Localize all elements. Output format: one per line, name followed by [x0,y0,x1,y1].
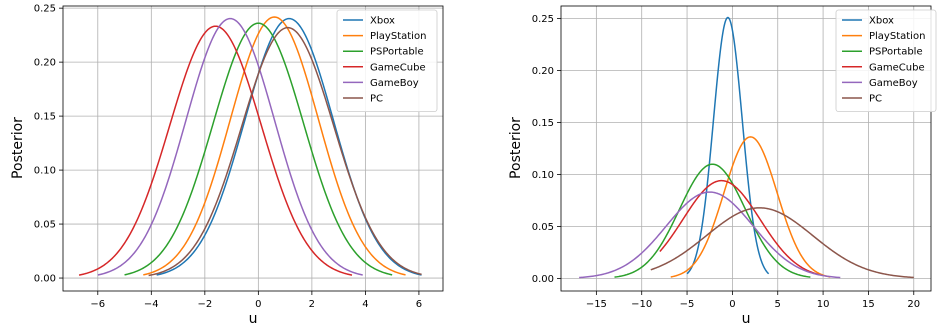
series-line-gamecube [78,25,353,276]
y-tick-label: 0.15 [34,112,56,123]
y-tick-label: 0.05 [532,222,554,233]
legend-label: Xbox [869,16,894,27]
x-tick-label: 15 [862,299,875,310]
x-tick-label: 5 [775,299,781,310]
legend-label: GameCube [370,62,426,73]
series-line-psportable [124,22,393,276]
series-line-gamecube [659,179,819,276]
y-tick-label: 0.10 [532,170,554,181]
y-tick-label: 0.00 [34,274,56,285]
x-tick-label: 4 [362,299,368,310]
series-line-pc [650,207,914,279]
legend-label: PlayStation [370,31,426,42]
x-tick-label: 2 [309,299,315,310]
x-axis-label: u [742,311,751,327]
x-tick-label: 6 [416,299,422,310]
y-axis-label: Posterior [10,117,26,179]
x-tick-label: −2 [197,299,212,310]
right-chart-panel: −15 −10 −5 0 5 10 15 20 0.00 0.05 0.10 0.15 0.20 0.25… [508,5,937,327]
y-tick-label: 0.15 [532,118,554,129]
x-tick-label: −5 [680,299,695,310]
y-tick-label: 0.00 [532,274,554,285]
y-tick-label: 0.25 [532,14,554,25]
x-tick-label: −4 [144,299,159,310]
legend-label: GameBoy [869,78,918,89]
legend: Xbox PlayStation PSPortable GameCube GameBoy… [835,9,937,112]
series-line-gameboy [97,17,363,276]
legend-label: GameCube [869,62,925,73]
axes-frame [62,5,444,292]
left-chart-panel: −6 −4 −2 0 2 4 6 0.00 0.05 0.10 0.15 0.20 0.25 u Poste… [10,4,444,327]
series-line-playstation [143,16,406,276]
x-tick-label: 0 [255,299,261,310]
y-tick-label: 0.20 [532,66,554,77]
legend-label: PC [370,94,383,105]
legend-label: Xbox [370,16,395,27]
x-tick-label: −10 [631,299,652,310]
series-line-xbox [156,17,422,276]
series-line-playstation [670,136,831,278]
series-line-gameboy [579,191,841,279]
series-line-psportable [614,163,811,278]
legend-label: GameBoy [370,78,419,89]
legend-label: PSPortable [869,47,923,58]
series-line-xbox [686,16,770,275]
y-tick-label: 0.25 [34,4,56,15]
series-line-pc [148,26,422,277]
legend-label: PSPortable [370,47,424,58]
legend-label: PlayStation [869,31,925,42]
y-tick-label: 0.20 [34,58,56,69]
x-axis-label: u [249,311,258,327]
y-tick-label: 0.10 [34,166,56,177]
legend-label: PC [869,94,882,105]
x-tick-label: 20 [907,299,920,310]
y-tick-label: 0.05 [34,220,56,231]
x-tick-label: −15 [586,299,607,310]
x-tick-label: 0 [729,299,735,310]
legend: Xbox PlayStation PSPortable GameCube GameBoy… [336,9,438,112]
axes-frame [560,5,932,292]
x-tick-label: 10 [817,299,830,310]
y-axis-label: Posterior [508,117,524,179]
x-tick-label: −6 [90,299,105,310]
